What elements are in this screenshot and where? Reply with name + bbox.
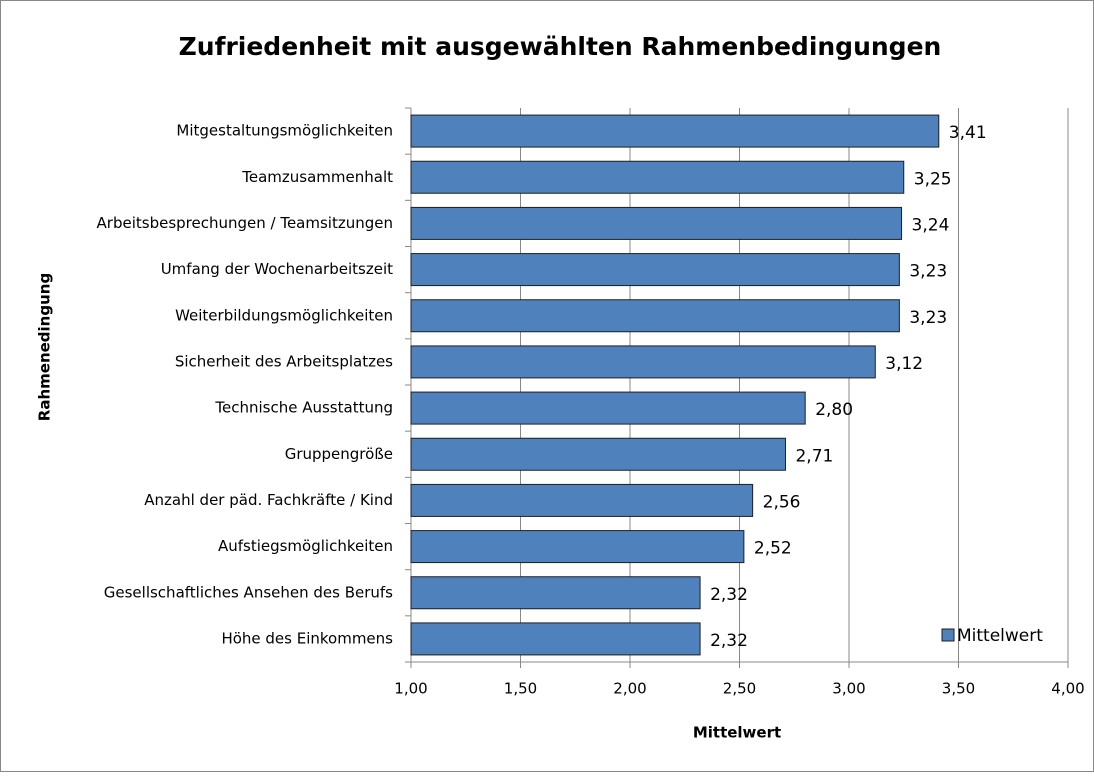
- x-tick-label: 2,50: [723, 680, 756, 698]
- chart-title: Zufriedenheit mit ausgewählten Rahmenbed…: [179, 32, 942, 61]
- y-tick-label: Gruppengröße: [285, 445, 393, 463]
- data-label: 2,32: [710, 585, 748, 605]
- data-label: 3,12: [885, 354, 923, 374]
- data-label: 3,23: [909, 262, 947, 282]
- y-tick-label: Aufstiegsmöglichkeiten: [218, 537, 393, 555]
- bar: [410, 299, 900, 333]
- bar: [410, 622, 701, 656]
- y-tick-label: Mitgestaltungsmöglichkeiten: [176, 122, 393, 140]
- data-label: 3,41: [949, 123, 987, 143]
- data-label: 2,71: [795, 446, 833, 466]
- legend-label: Mittelwert: [957, 626, 1043, 646]
- bar: [410, 160, 905, 194]
- bar: [410, 206, 903, 240]
- data-label: 2,80: [815, 400, 853, 420]
- x-tick-label: 3,00: [832, 680, 865, 698]
- y-tick-label: Anzahl der päd. Fachkräfte / Kind: [144, 491, 393, 509]
- y-tick-label: Teamzusammenhalt: [241, 168, 393, 186]
- bar: [410, 576, 701, 610]
- x-tick-label: 1,00: [394, 680, 427, 698]
- y-tick-label: Technische Ausstattung: [214, 399, 393, 417]
- y-tick-label: Sicherheit des Arbeitsplatzes: [175, 352, 393, 370]
- bar: [410, 114, 940, 148]
- y-tick-label: Arbeitsbesprechungen / Teamsitzungen: [97, 214, 393, 232]
- y-tick-label: Höhe des Einkommens: [221, 629, 393, 647]
- data-label: 3,23: [909, 308, 947, 328]
- x-tick-label: 3,50: [942, 680, 975, 698]
- bar: [410, 437, 786, 471]
- data-label: 3,25: [914, 169, 952, 189]
- legend-swatch: [941, 628, 955, 642]
- y-tick-label: Weiterbildungsmöglichkeiten: [175, 306, 393, 324]
- bar: [410, 345, 876, 379]
- data-label: 2,52: [754, 539, 792, 559]
- data-label: 3,24: [912, 215, 950, 235]
- x-tick-label: 4,00: [1051, 680, 1084, 698]
- bar: [410, 530, 745, 564]
- bar: [410, 483, 754, 517]
- y-axis-label: Rahmenedingung: [36, 273, 54, 421]
- data-label: 2,56: [763, 492, 801, 512]
- bar: [410, 253, 900, 287]
- y-tick-label: Gesellschaftliches Ansehen des Berufs: [104, 583, 393, 601]
- x-tick-label: 2,00: [613, 680, 646, 698]
- x-axis-label: Mittelwert: [693, 724, 781, 742]
- data-label: 2,32: [710, 631, 748, 651]
- x-tick-label: 1,50: [504, 680, 537, 698]
- y-tick-label: Umfang der Wochenarbeitszeit: [161, 260, 393, 278]
- bar: [410, 391, 806, 425]
